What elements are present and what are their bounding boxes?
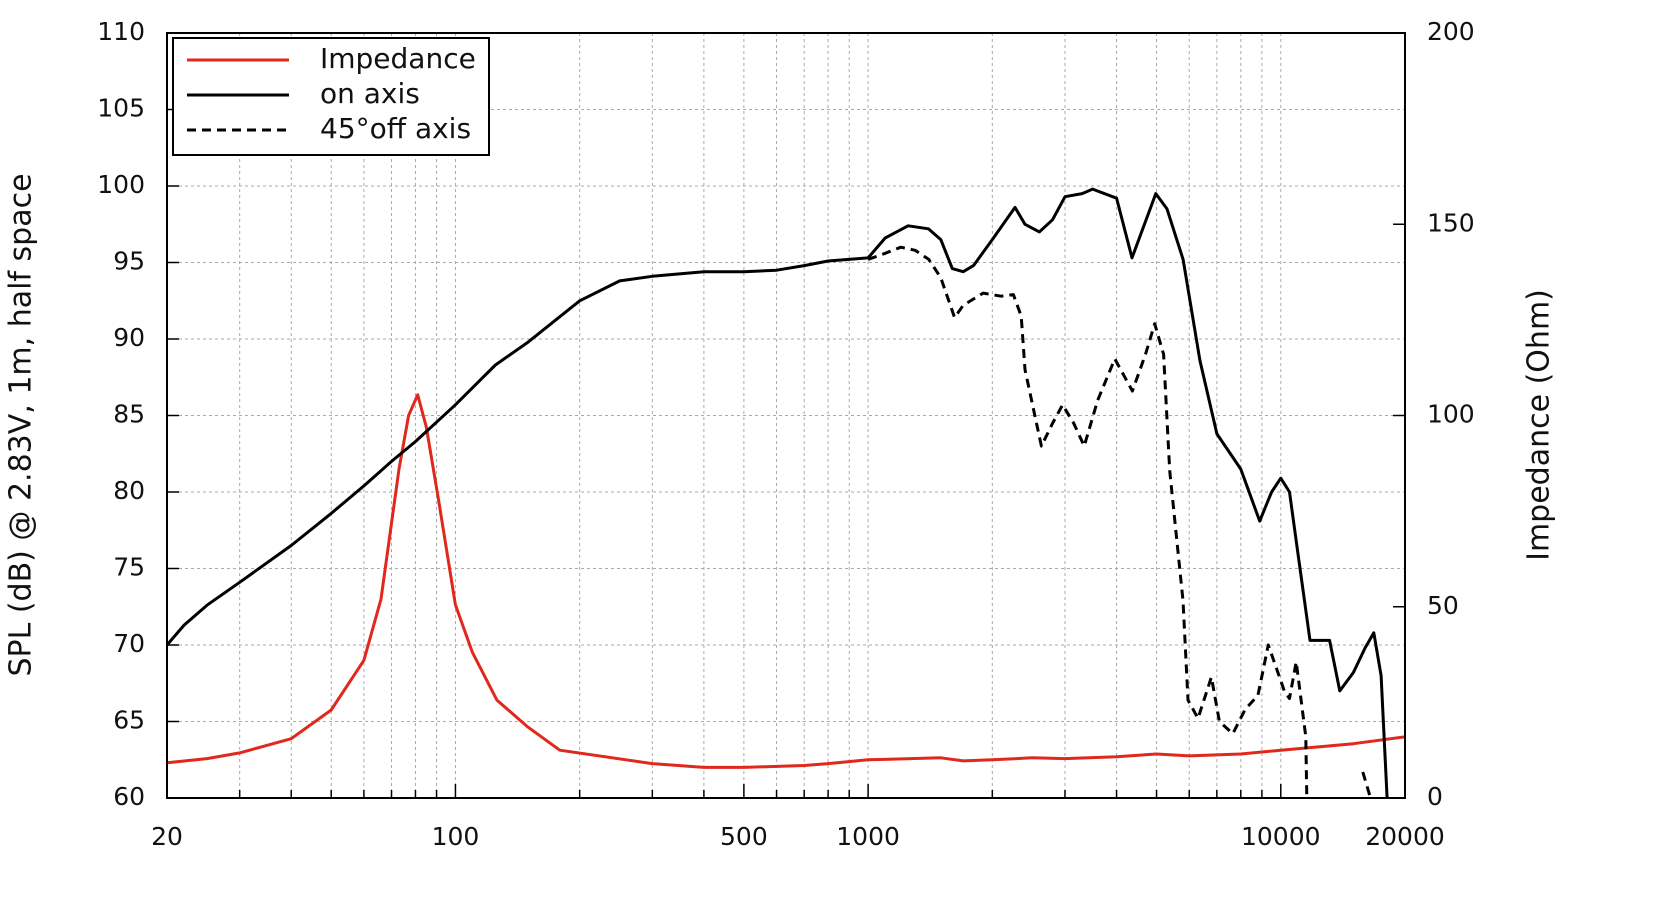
legend-label: on axis [320, 77, 420, 110]
legend-label: Impedance [320, 42, 476, 75]
x-tick-label: 1000 [836, 822, 900, 851]
series-line [867, 245, 1372, 798]
y-tick-label: 80 [113, 476, 145, 505]
y-tick-label: 95 [113, 247, 145, 276]
y2-tick-label: 150 [1427, 208, 1475, 237]
y2-axis-label: Impedance (Ohm) [1522, 289, 1557, 561]
y-tick-label: 100 [97, 170, 145, 199]
y-tick-label: 75 [113, 553, 145, 582]
plot-frame [166, 32, 1406, 799]
x-tick-label: 10000 [1241, 822, 1321, 851]
y-tick-label: 110 [97, 17, 145, 46]
x-tick-label: 100 [432, 822, 480, 851]
y2-tick-label: 50 [1427, 591, 1459, 620]
y-axis-label: SPL (dB) @ 2.83V, 1m, half space [4, 173, 39, 676]
x-tick-label: 500 [720, 822, 768, 851]
plot-area [167, 187, 1405, 798]
x-tick-label: 20000 [1365, 822, 1445, 851]
legend-label: 45°off axis [320, 112, 471, 145]
y-tick-label: 65 [113, 706, 145, 735]
series-line [167, 187, 1389, 798]
y2-tick-label: 100 [1427, 400, 1475, 429]
y-tick-label: 85 [113, 400, 145, 429]
x-tick-label: 20 [151, 822, 183, 851]
y2-tick-label: 200 [1427, 17, 1475, 46]
y2-tick-label: 0 [1427, 782, 1443, 811]
y-tick-label: 90 [113, 323, 145, 352]
series-line [167, 393, 1405, 769]
y-tick-label: 70 [113, 629, 145, 658]
y-tick-label: 60 [113, 782, 145, 811]
y-tick-label: 105 [97, 94, 145, 123]
